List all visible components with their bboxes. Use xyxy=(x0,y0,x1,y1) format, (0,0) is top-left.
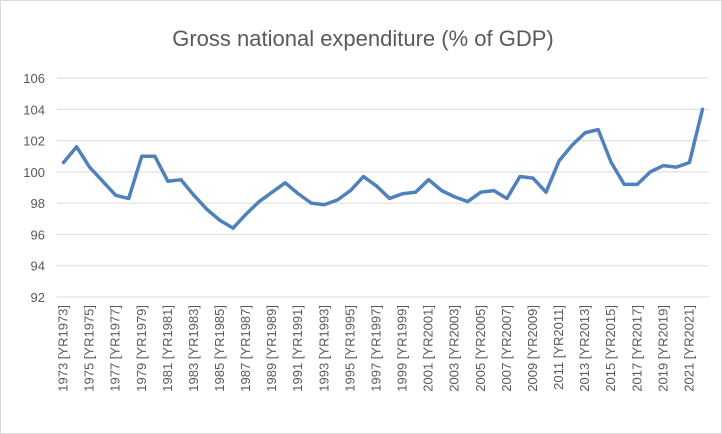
x-tick-label: 1993 [YR1993] xyxy=(316,305,331,392)
data-point xyxy=(309,201,313,205)
data-point xyxy=(687,160,692,165)
x-tick-label: 1989 [YR1989] xyxy=(264,305,279,392)
data-point xyxy=(674,165,679,169)
x-tick-label: 2011 [YR2011] xyxy=(551,305,566,390)
x-tick-label: 2009 [YR2009] xyxy=(525,305,540,392)
data-point xyxy=(453,195,457,199)
data-point xyxy=(374,184,379,188)
x-tick-label: 1981 [YR1981] xyxy=(160,305,175,392)
x-tick-label: 2013 [YR2013] xyxy=(577,305,592,392)
x-tick-label: 1975 [YR1975] xyxy=(82,305,97,392)
data-point xyxy=(544,190,548,194)
data-point xyxy=(596,128,600,132)
y-axis-ticks: 92 94 96 98 100 102 104 106 xyxy=(23,71,45,305)
data-point xyxy=(283,181,287,185)
data-point xyxy=(609,160,613,165)
data-point xyxy=(179,178,183,182)
x-tick-label: 1997 [YR1997] xyxy=(368,305,383,392)
x-tick-label: 1999 [YR1999] xyxy=(395,305,410,392)
data-point xyxy=(127,196,131,201)
x-tick-label: 1977 [YR1977] xyxy=(108,305,123,392)
data-point xyxy=(296,192,300,196)
series-layer xyxy=(61,107,705,230)
data-point xyxy=(466,199,470,204)
data-point xyxy=(400,192,405,196)
data-point xyxy=(387,196,392,201)
y-tick-label: 98 xyxy=(31,196,45,211)
data-point xyxy=(361,174,366,179)
data-point xyxy=(648,170,652,174)
x-tick-label: 2003 [YR2003] xyxy=(447,305,462,392)
series-line xyxy=(61,107,705,230)
data-point xyxy=(257,199,261,204)
x-tick-label: 1979 [YR1979] xyxy=(134,305,149,392)
data-point xyxy=(505,196,509,201)
data-point xyxy=(427,178,431,182)
data-point xyxy=(322,203,326,207)
data-point xyxy=(166,179,170,183)
x-tick-label: 1973 [YR1973] xyxy=(56,305,71,392)
y-tick-label: 96 xyxy=(31,227,45,242)
data-point xyxy=(205,207,209,211)
data-point xyxy=(61,160,66,165)
data-point xyxy=(88,165,92,169)
data-point xyxy=(192,193,196,197)
data-point xyxy=(270,190,274,194)
data-point xyxy=(231,226,235,230)
y-tick-label: 102 xyxy=(23,134,45,149)
data-point xyxy=(101,179,105,183)
data-point xyxy=(492,189,496,193)
y-tick-label: 106 xyxy=(23,71,45,86)
x-tick-label: 1987 [YR1987] xyxy=(238,305,253,392)
y-tick-label: 100 xyxy=(23,165,45,180)
x-tick-label: 2019 [YR2019] xyxy=(655,305,670,392)
data-point xyxy=(518,174,522,179)
x-tick-label: 2005 [YR2005] xyxy=(473,305,488,392)
data-point xyxy=(244,212,248,216)
data-point xyxy=(531,176,535,180)
data-point xyxy=(414,190,418,194)
data-point xyxy=(440,189,444,193)
y-tick-label: 104 xyxy=(23,102,45,117)
data-point xyxy=(114,193,118,197)
x-tick-label: 2007 [YR2007] xyxy=(499,305,514,392)
y-tick-label: 94 xyxy=(31,259,45,274)
data-point xyxy=(218,218,222,222)
gridlines xyxy=(57,77,709,298)
data-point xyxy=(635,182,639,186)
x-tick-label: 1985 [YR1985] xyxy=(212,305,227,392)
x-tick-label: 1995 [YR1995] xyxy=(342,305,357,392)
x-tick-label: 1983 [YR1983] xyxy=(186,305,201,392)
data-point xyxy=(661,164,665,168)
x-tick-label: 2001 [YR2001] xyxy=(421,305,436,392)
data-point xyxy=(570,143,574,147)
data-point xyxy=(153,154,157,158)
x-axis-ticks: 1973 [YR1973] 1975 [YR1975] 1977 [YR1977] 1… xyxy=(56,305,697,392)
data-point xyxy=(348,189,352,193)
data-point xyxy=(700,107,705,111)
data-point xyxy=(140,154,144,158)
x-tick-label: 1991 [YR1991] xyxy=(290,305,305,392)
data-point xyxy=(583,131,587,135)
data-point xyxy=(479,190,483,194)
data-point xyxy=(557,159,561,163)
data-point xyxy=(74,145,79,149)
x-tick-label: 2017 [YR2017] xyxy=(629,305,644,392)
data-point xyxy=(335,198,339,202)
y-tick-label: 92 xyxy=(31,290,45,305)
data-point xyxy=(622,182,626,186)
x-tick-label: 2021 [YR2021] xyxy=(681,305,696,392)
chart-title: Gross national expenditure (% of GDP) xyxy=(172,26,554,51)
x-tick-label: 2015 [YR2015] xyxy=(603,305,618,392)
